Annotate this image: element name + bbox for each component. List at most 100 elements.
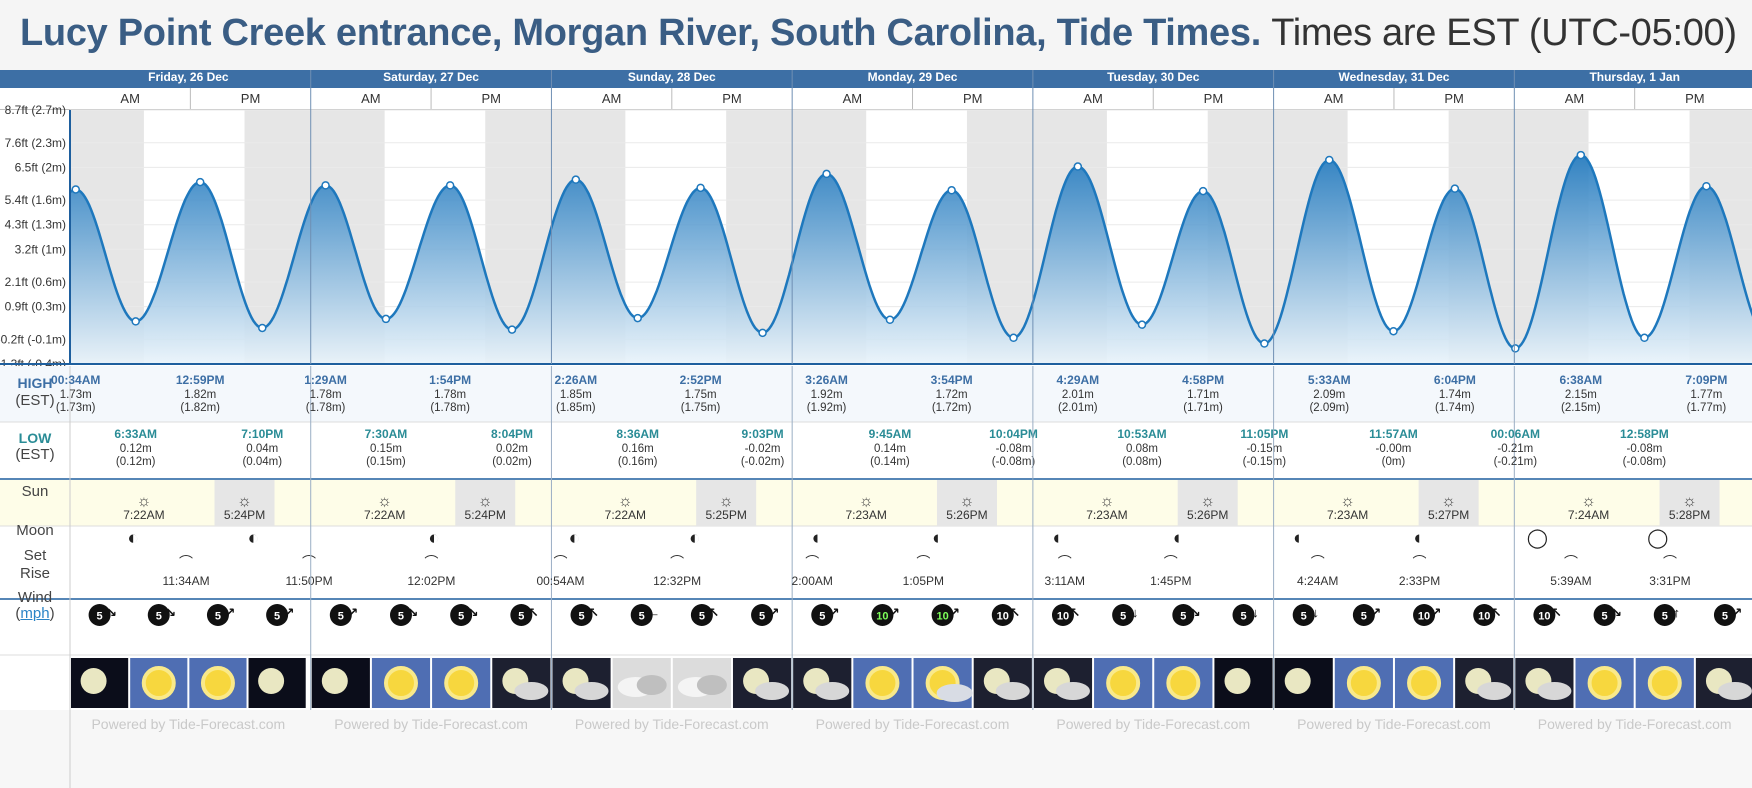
wind-direction-arrow-icon: ↖ <box>1551 605 1562 620</box>
high-tide-height-paren: (1.78m) <box>430 402 470 414</box>
pm-label: PM <box>1444 91 1464 106</box>
moon-waxing-gibbous-icon: ◖ <box>809 528 820 549</box>
wind-direction-arrow-icon: ↗ <box>284 605 295 620</box>
high-tide-time: 12:59PM <box>176 373 225 387</box>
moon-waxing-gibbous-icon: ◖ <box>930 528 941 549</box>
moon-first-quarter-icon: ◐ <box>569 528 580 549</box>
moonrise-time: 3:31PM <box>1649 574 1690 588</box>
wind-indicator: 5 ↗ <box>811 604 840 626</box>
sunrise-icon: ☼ <box>137 493 152 510</box>
weather-cell <box>432 658 491 708</box>
high-tide-height: 1.77m <box>1690 389 1722 401</box>
sunset-icon: ☼ <box>237 493 252 510</box>
moonrise-icon: ⌒ <box>916 554 930 570</box>
wind-direction-arrow-icon: ↖ <box>708 605 719 620</box>
wind-units-link[interactable]: mph <box>20 605 50 622</box>
moonrise-icon: ⌒ <box>1164 554 1178 570</box>
high-tide-height: 1.78m <box>310 389 342 401</box>
tide-line <box>70 153 1752 350</box>
low-tide-height: -0.02m <box>745 443 781 455</box>
sun-weather-icon <box>1407 666 1442 700</box>
wind-direction-arrow-icon: ↗ <box>1731 605 1742 620</box>
low-tide-point <box>1260 339 1269 348</box>
wind-indicator: 5 ← <box>630 604 660 626</box>
day-header-label: Saturday, 27 Dec <box>383 70 479 84</box>
sun-weather-icon <box>1587 666 1622 700</box>
wind-circle <box>630 604 653 626</box>
wind-direction-arrow-icon: ↗ <box>949 605 960 620</box>
moonrise-label: Rise <box>19 565 50 582</box>
pm-label: PM <box>722 91 742 106</box>
moonrise-icon: ⌒ <box>424 554 438 570</box>
low-tz-label: (EST) <box>15 446 55 463</box>
sunset-icon: ☼ <box>478 493 493 510</box>
wind-direction-arrow-icon: ↑ <box>1674 605 1681 620</box>
wind-indicator: 5 ↓ <box>1112 604 1138 626</box>
weather-cell <box>552 658 611 708</box>
high-tide-point <box>445 181 455 190</box>
sun-weather-icon <box>200 666 235 700</box>
weather-cell <box>793 658 852 708</box>
high-tide-time: 3:54PM <box>931 373 973 387</box>
wind-speed: 5 <box>1361 611 1367 623</box>
cloud-weather-icon <box>574 682 609 700</box>
wind-circle <box>147 604 170 626</box>
weather-cell <box>1214 658 1273 708</box>
sunset-cell-bg <box>696 480 757 526</box>
weather-cell <box>371 658 431 708</box>
wind-circle <box>690 604 713 626</box>
low-tide-point <box>507 325 517 334</box>
location-title: Lucy Point Creek entrance, Morgan River,… <box>20 12 1261 54</box>
wind-indicator: 5 ↗ <box>1352 604 1381 626</box>
low-tide-height: 0.15m <box>370 443 402 455</box>
sunrise-time: 7:23AM <box>846 508 887 522</box>
wind-speed: 5 <box>97 611 103 623</box>
low-tide-point <box>1137 320 1147 329</box>
high-label: HIGH <box>17 375 53 391</box>
y-tick-label: 3.2ft (1m) <box>15 242 66 256</box>
day-header-label: Tuesday, 30 Dec <box>1107 70 1200 84</box>
high-row-bg <box>0 366 1752 422</box>
moonrise-icon: ⌒ <box>1663 554 1677 570</box>
wind-circle <box>991 604 1014 626</box>
high-tide-time: 4:29AM <box>1056 373 1099 387</box>
powered-by-watermark: Powered by Tide-Forecast.com <box>334 716 528 732</box>
sun-weather-icon <box>1647 666 1682 700</box>
sunrise-icon: ☼ <box>1581 493 1596 510</box>
low-tide-height-paren: (0.12m) <box>116 456 156 468</box>
weather-cell <box>1094 658 1153 708</box>
wind-indicator: 5 ↖ <box>510 604 539 626</box>
y-tick-label: 4.3ft (1.3m) <box>5 218 66 232</box>
high-tide-height: 2.15m <box>1565 389 1597 401</box>
wind-direction-arrow-icon: ↗ <box>829 605 840 620</box>
wind-circle <box>510 604 533 626</box>
sunrise-time: 7:23AM <box>1327 508 1368 522</box>
high-tide-time: 2:26AM <box>554 373 597 387</box>
sunset-cell-bg <box>936 480 997 526</box>
low-tide-height: -0.08m <box>996 443 1032 455</box>
moonrise-time: 2:00AM <box>792 574 833 588</box>
low-tide-height: 0.04m <box>246 443 278 455</box>
high-tide-height-paren: (1.85m) <box>556 402 596 414</box>
high-tide-height: 1.92m <box>811 389 843 401</box>
low-tide-point <box>758 328 767 338</box>
low-tide-time: 11:57AM <box>1369 427 1418 441</box>
sunset-icon: ☼ <box>1200 493 1215 510</box>
wind-speed: 5 <box>518 611 524 623</box>
pm-label: PM <box>1204 91 1224 106</box>
high-tide-time: 1:29AM <box>304 373 347 387</box>
wind-direction-arrow-icon: ↗ <box>889 605 900 620</box>
high-tide-height-paren: (1.72m) <box>932 402 972 414</box>
wind-circle <box>931 604 954 626</box>
moonrise-icon: ⌒ <box>1058 554 1072 570</box>
moon-waxing-gibbous-icon: ◖ <box>1171 528 1182 549</box>
sunset-cell-bg <box>214 480 275 526</box>
wind-speed: 5 <box>1662 611 1668 623</box>
weather-cell <box>1515 658 1574 708</box>
cloud-weather-icon <box>1055 682 1090 700</box>
high-tide-point <box>571 175 581 184</box>
low-tide-height-paren: (0.08m) <box>1122 456 1162 468</box>
high-tide-point <box>1450 184 1460 193</box>
day-header-label: Thursday, 1 Jan <box>1589 70 1679 84</box>
moon-waxing-gibbous-icon: ◯ <box>1527 528 1548 549</box>
